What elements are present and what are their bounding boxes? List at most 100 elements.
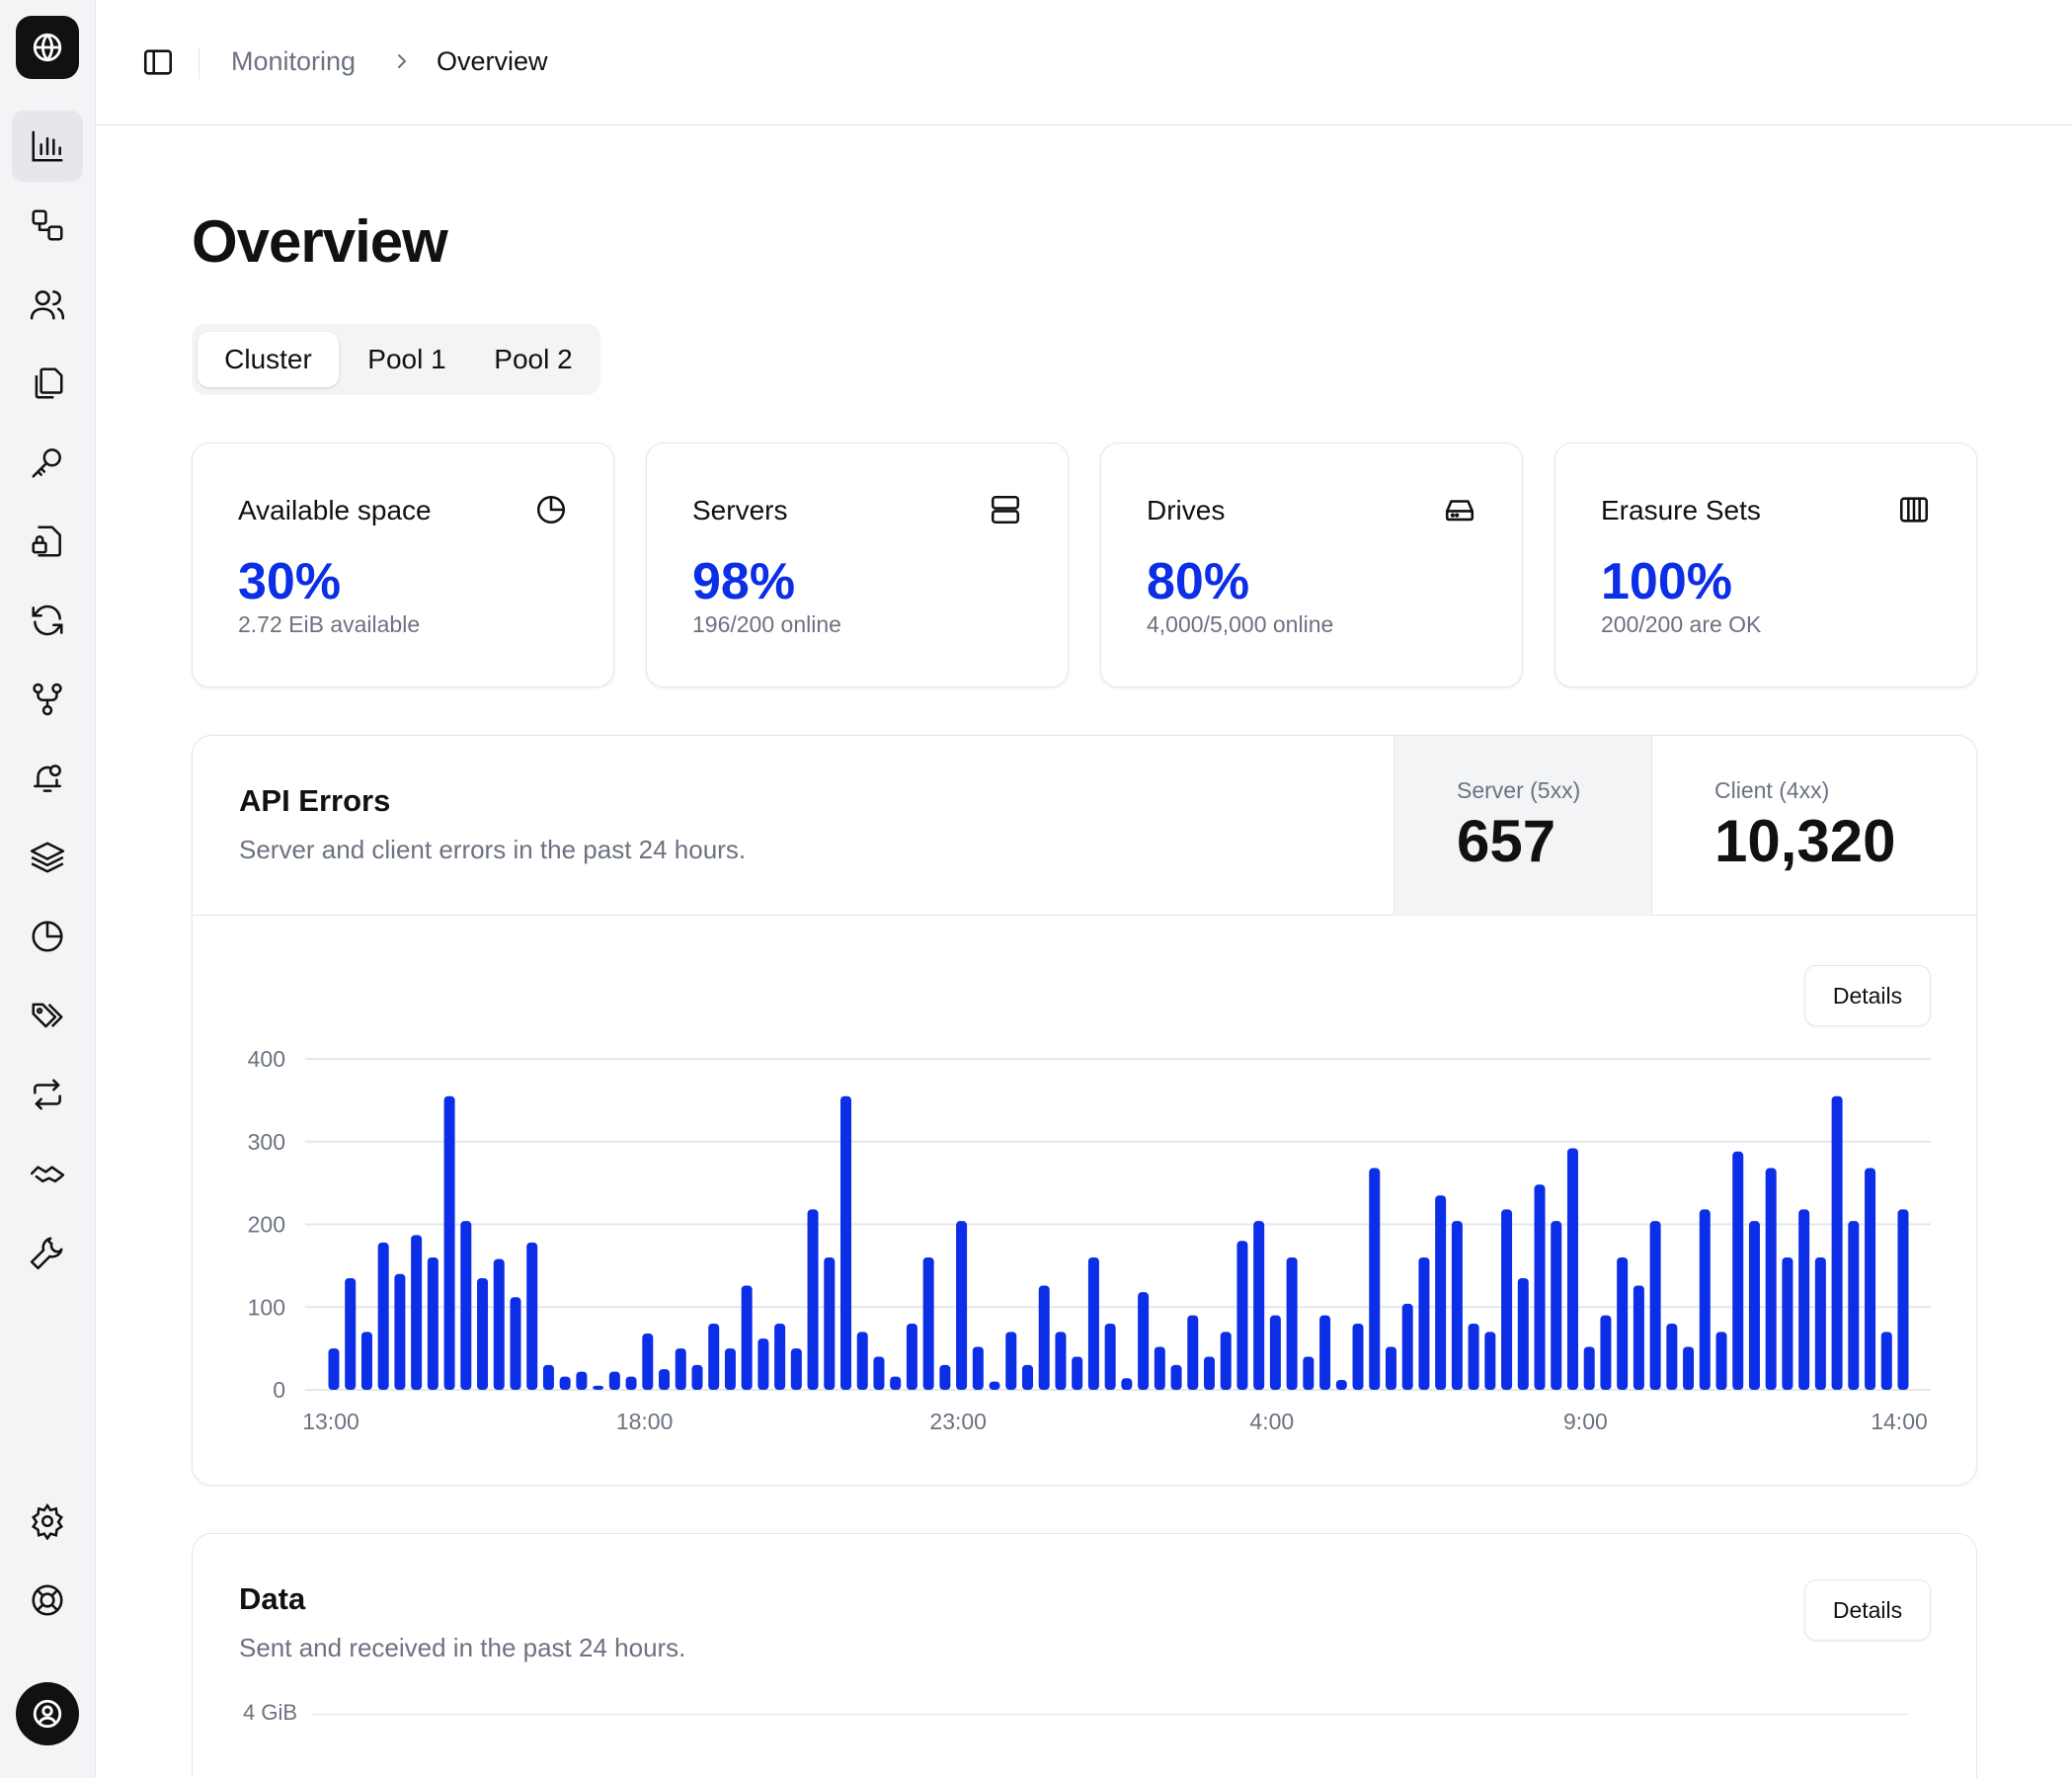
chart-bar[interactable] [774,1324,786,1390]
chart-bar[interactable] [1187,1315,1199,1390]
chart-bar[interactable] [394,1273,406,1390]
chart-bar[interactable] [1203,1356,1215,1391]
chart-bar[interactable] [1269,1315,1281,1390]
chart-bar[interactable] [1765,1168,1777,1390]
chart-bar[interactable] [1534,1184,1546,1390]
chart-bar[interactable] [708,1324,720,1390]
sidebar-item-transfers[interactable] [12,1059,83,1130]
chart-bar[interactable] [1038,1285,1050,1390]
sidebar-item-replication[interactable] [12,585,83,656]
chart-bar[interactable] [1087,1257,1099,1390]
user-avatar[interactable] [16,1682,79,1745]
sidebar-toggle-icon[interactable] [141,45,175,79]
chart-bar[interactable] [1831,1095,1843,1390]
chart-bar[interactable] [675,1348,686,1390]
chart-bar[interactable] [1369,1168,1381,1390]
chart-bar[interactable] [1798,1209,1810,1390]
chart-bar[interactable] [360,1332,372,1390]
chart-bar[interactable] [1649,1221,1661,1390]
chart-bar[interactable] [1138,1292,1150,1390]
chart-bar[interactable] [873,1356,885,1391]
chart-bar[interactable] [1732,1151,1744,1390]
chart-bar[interactable] [1501,1209,1513,1390]
tab-cluster[interactable]: Cluster [198,332,339,387]
chart-bar[interactable] [1880,1332,1892,1390]
data-details-button[interactable]: Details [1804,1579,1931,1641]
chart-bar[interactable] [411,1235,423,1390]
sidebar-item-buckets[interactable] [12,190,83,261]
chart-bar[interactable] [427,1257,438,1390]
chart-bar[interactable] [691,1364,703,1390]
chart-bar[interactable] [1286,1257,1298,1390]
chart-bar[interactable] [1782,1257,1793,1390]
sidebar-item-encryption[interactable] [12,506,83,577]
sidebar-item-notifications[interactable] [12,743,83,814]
chart-bar[interactable] [345,1277,357,1390]
chart-bar[interactable] [1551,1221,1562,1390]
chart-bar[interactable] [625,1376,637,1390]
chart-bar[interactable] [460,1221,472,1390]
chart-bar[interactable] [576,1371,588,1390]
chart-bar[interactable] [1865,1168,1876,1390]
chart-bar[interactable] [790,1348,802,1390]
chart-bar[interactable] [1600,1315,1612,1390]
chart-bar[interactable] [956,1221,968,1390]
chart-bar[interactable] [724,1348,736,1390]
chart-bar[interactable] [856,1332,868,1390]
chart-bar[interactable] [1583,1346,1595,1390]
sidebar-item-usage[interactable] [12,901,83,972]
sidebar-item-layers[interactable] [12,822,83,893]
chart-bar[interactable] [1633,1285,1644,1390]
api-errors-details-button[interactable]: Details [1804,965,1931,1026]
chart-bar[interactable] [1121,1378,1133,1390]
tab-pool-2[interactable]: Pool 2 [494,344,573,374]
breadcrumb-monitoring[interactable]: Monitoring [231,46,357,76]
chart-bar[interactable] [1385,1346,1396,1390]
chart-bar[interactable] [1699,1209,1711,1390]
chart-bar[interactable] [972,1346,984,1390]
chart-bar[interactable] [542,1364,554,1390]
sidebar-item-monitoring[interactable] [12,111,83,182]
chart-bar[interactable] [741,1285,753,1390]
chart-bar[interactable] [510,1297,521,1390]
chart-bar[interactable] [1617,1257,1629,1390]
chart-bar[interactable] [840,1095,852,1390]
chart-bar[interactable] [1253,1221,1265,1390]
chart-bar[interactable] [377,1242,389,1390]
chart-bar[interactable] [1055,1332,1067,1390]
server-errors-metric[interactable]: Server (5xx) 657 [1394,736,1652,916]
chart-bar[interactable] [1683,1346,1695,1390]
chart-bar[interactable] [1566,1148,1578,1390]
chart-bar[interactable] [1335,1379,1347,1390]
sidebar-item-tiering[interactable] [12,664,83,735]
chart-bar[interactable] [890,1376,902,1390]
chart-bar[interactable] [1814,1257,1826,1390]
chart-bar[interactable] [1435,1195,1447,1390]
tab-pool-1[interactable]: Pool 1 [367,344,446,374]
chart-bar[interactable] [1451,1221,1463,1390]
chart-bar[interactable] [1022,1364,1034,1390]
chart-bar[interactable] [1303,1356,1315,1391]
sidebar-item-tags[interactable] [12,980,83,1051]
sidebar-item-settings[interactable] [12,1486,83,1557]
chart-bar[interactable] [1897,1209,1909,1390]
chart-bar[interactable] [1401,1303,1413,1390]
chart-bar[interactable] [922,1257,934,1390]
sidebar-item-policies[interactable] [12,348,83,419]
sidebar-item-users[interactable] [12,269,83,340]
chart-bar[interactable] [1220,1332,1232,1390]
chart-bar[interactable] [1715,1332,1727,1390]
chart-bar[interactable] [642,1334,654,1390]
chart-bar[interactable] [1418,1257,1430,1390]
chart-bar[interactable] [1170,1364,1182,1390]
chart-bar[interactable] [1236,1241,1248,1390]
chart-bar[interactable] [477,1277,489,1390]
chart-bar[interactable] [1319,1315,1331,1390]
chart-bar[interactable] [1154,1346,1165,1390]
chart-bar[interactable] [659,1369,671,1390]
client-errors-metric[interactable]: Client (4xx) 10,320 [1652,736,1976,916]
chart-bar[interactable] [526,1242,538,1390]
chart-bar[interactable] [1666,1324,1678,1390]
chart-bar[interactable] [1005,1332,1017,1390]
chart-bar[interactable] [824,1257,836,1390]
